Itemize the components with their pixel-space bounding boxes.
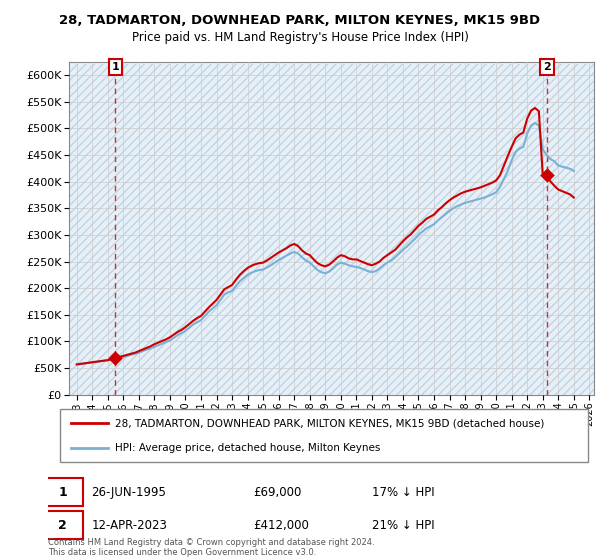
- Text: HPI: Average price, detached house, Milton Keynes: HPI: Average price, detached house, Milt…: [115, 442, 381, 452]
- Text: £69,000: £69,000: [253, 486, 302, 498]
- FancyBboxPatch shape: [43, 511, 83, 539]
- Text: 21% ↓ HPI: 21% ↓ HPI: [372, 519, 434, 531]
- Text: £412,000: £412,000: [253, 519, 309, 531]
- FancyBboxPatch shape: [60, 409, 588, 462]
- Point: [110, 353, 120, 362]
- Text: 2: 2: [543, 62, 551, 72]
- Text: 1: 1: [112, 62, 119, 72]
- Text: 28, TADMARTON, DOWNHEAD PARK, MILTON KEYNES, MK15 9BD (detached house): 28, TADMARTON, DOWNHEAD PARK, MILTON KEY…: [115, 418, 545, 428]
- Text: 17% ↓ HPI: 17% ↓ HPI: [372, 486, 434, 498]
- Text: 12-APR-2023: 12-APR-2023: [91, 519, 167, 531]
- Point: [542, 171, 552, 180]
- Text: 28, TADMARTON, DOWNHEAD PARK, MILTON KEYNES, MK15 9BD: 28, TADMARTON, DOWNHEAD PARK, MILTON KEY…: [59, 14, 541, 27]
- FancyBboxPatch shape: [43, 478, 83, 506]
- Text: Price paid vs. HM Land Registry's House Price Index (HPI): Price paid vs. HM Land Registry's House …: [131, 31, 469, 44]
- Text: 2: 2: [58, 519, 67, 531]
- Text: Contains HM Land Registry data © Crown copyright and database right 2024.
This d: Contains HM Land Registry data © Crown c…: [48, 538, 374, 557]
- Text: 26-JUN-1995: 26-JUN-1995: [91, 486, 166, 498]
- Text: 1: 1: [58, 486, 67, 498]
